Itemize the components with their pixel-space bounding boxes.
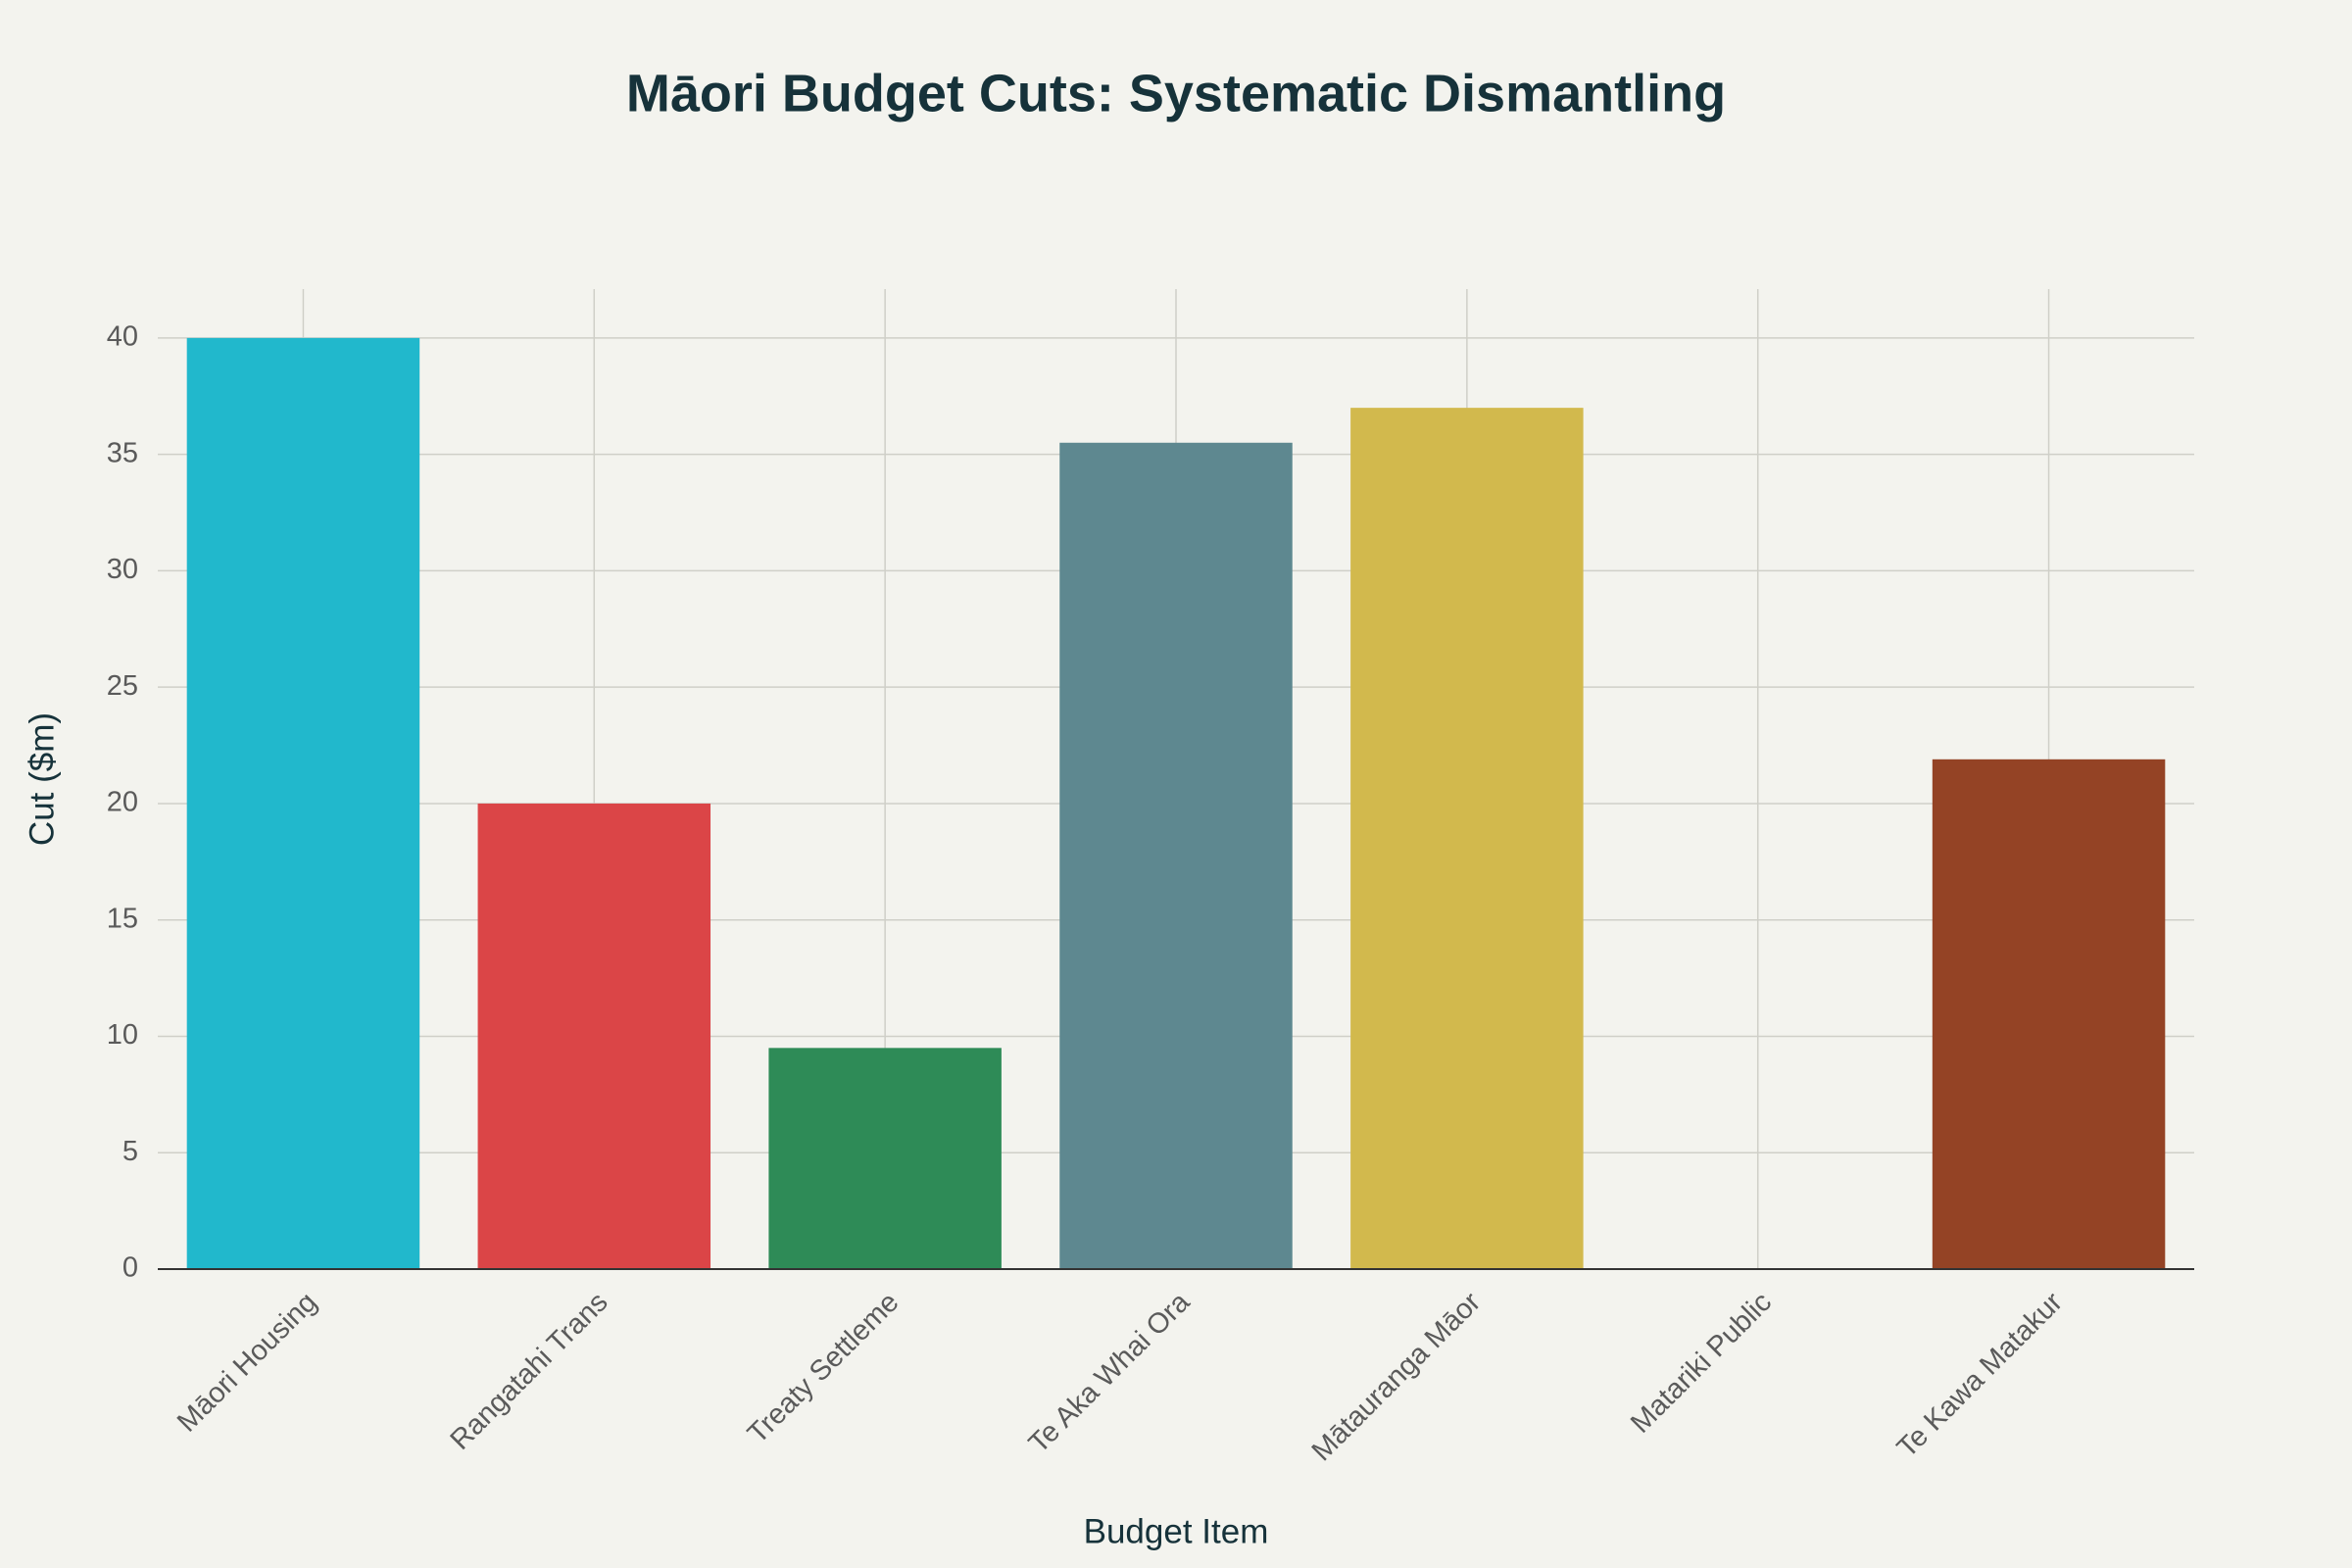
- x-tick-label: Te Aka Whai Ora: [1023, 1286, 1197, 1459]
- y-tick-label: 30: [107, 554, 138, 585]
- y-tick-label: 0: [122, 1252, 138, 1284]
- x-tick-label: Mātauranga Māor: [1306, 1286, 1488, 1467]
- y-tick-label: 25: [107, 670, 138, 702]
- bar: [1932, 759, 2166, 1269]
- bar: [768, 1048, 1002, 1269]
- chart-title: Māori Budget Cuts: Systematic Dismantlin…: [626, 64, 1726, 122]
- x-tick-label: Matariki Public: [1625, 1287, 1778, 1440]
- y-tick-label: 35: [107, 437, 138, 468]
- y-tick-label: 15: [107, 903, 138, 934]
- x-axis-title: Budget Item: [1084, 1512, 1269, 1550]
- bar: [477, 803, 711, 1269]
- y-tick-label: 20: [107, 787, 138, 818]
- bar: [1059, 442, 1293, 1269]
- y-tick-label: 40: [107, 321, 138, 353]
- x-tick-label: Treaty Settleme: [742, 1287, 906, 1450]
- x-tick-label: Rangatahi Trans: [445, 1287, 614, 1456]
- y-axis-title: Cut ($m): [23, 712, 61, 846]
- y-tick-label: 10: [107, 1019, 138, 1051]
- bar: [186, 337, 420, 1269]
- y-tick-label: 5: [122, 1136, 138, 1167]
- x-tick-label: Māori Housing: [172, 1287, 323, 1439]
- x-tick-label: Te Kawa Matakur: [1891, 1286, 2069, 1463]
- bar: [1350, 408, 1584, 1269]
